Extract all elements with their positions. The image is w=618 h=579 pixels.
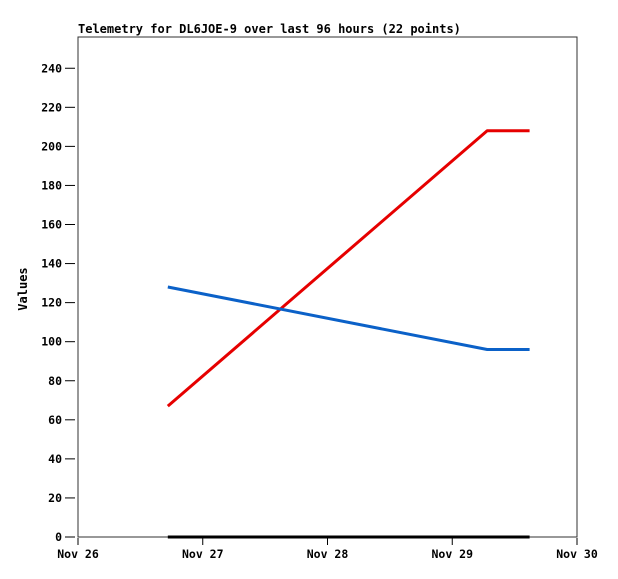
x-tick-label: Nov 27 [182,547,224,561]
x-tick-label: Nov 29 [431,547,473,561]
y-tick-label: 40 [48,452,62,466]
y-tick-label: 180 [41,178,62,192]
plot-border [77,36,578,538]
y-tick-label: 240 [41,61,62,75]
x-tick-label: Nov 30 [556,547,598,561]
y-tick-label: 200 [41,139,62,153]
series-line-falling-blue-channel [167,285,530,351]
y-tick-label: 20 [48,491,62,505]
y-tick-label: 120 [41,296,62,310]
x-tick-label: Nov 26 [57,547,99,561]
y-tick-label: 0 [55,530,62,544]
y-tick-label: 80 [48,374,62,388]
x-tick-label: Nov 28 [307,547,349,561]
y-tick-label: 160 [41,218,62,232]
y-tick-label: 100 [41,335,62,349]
chart-title: Telemetry for DL6JOE-9 over last 96 hour… [78,22,461,36]
y-tick-label: 60 [48,413,62,427]
series-line-rising-red-channel [166,129,530,408]
y-tick-label: 140 [41,257,62,271]
y-tick-label: 220 [41,100,62,114]
